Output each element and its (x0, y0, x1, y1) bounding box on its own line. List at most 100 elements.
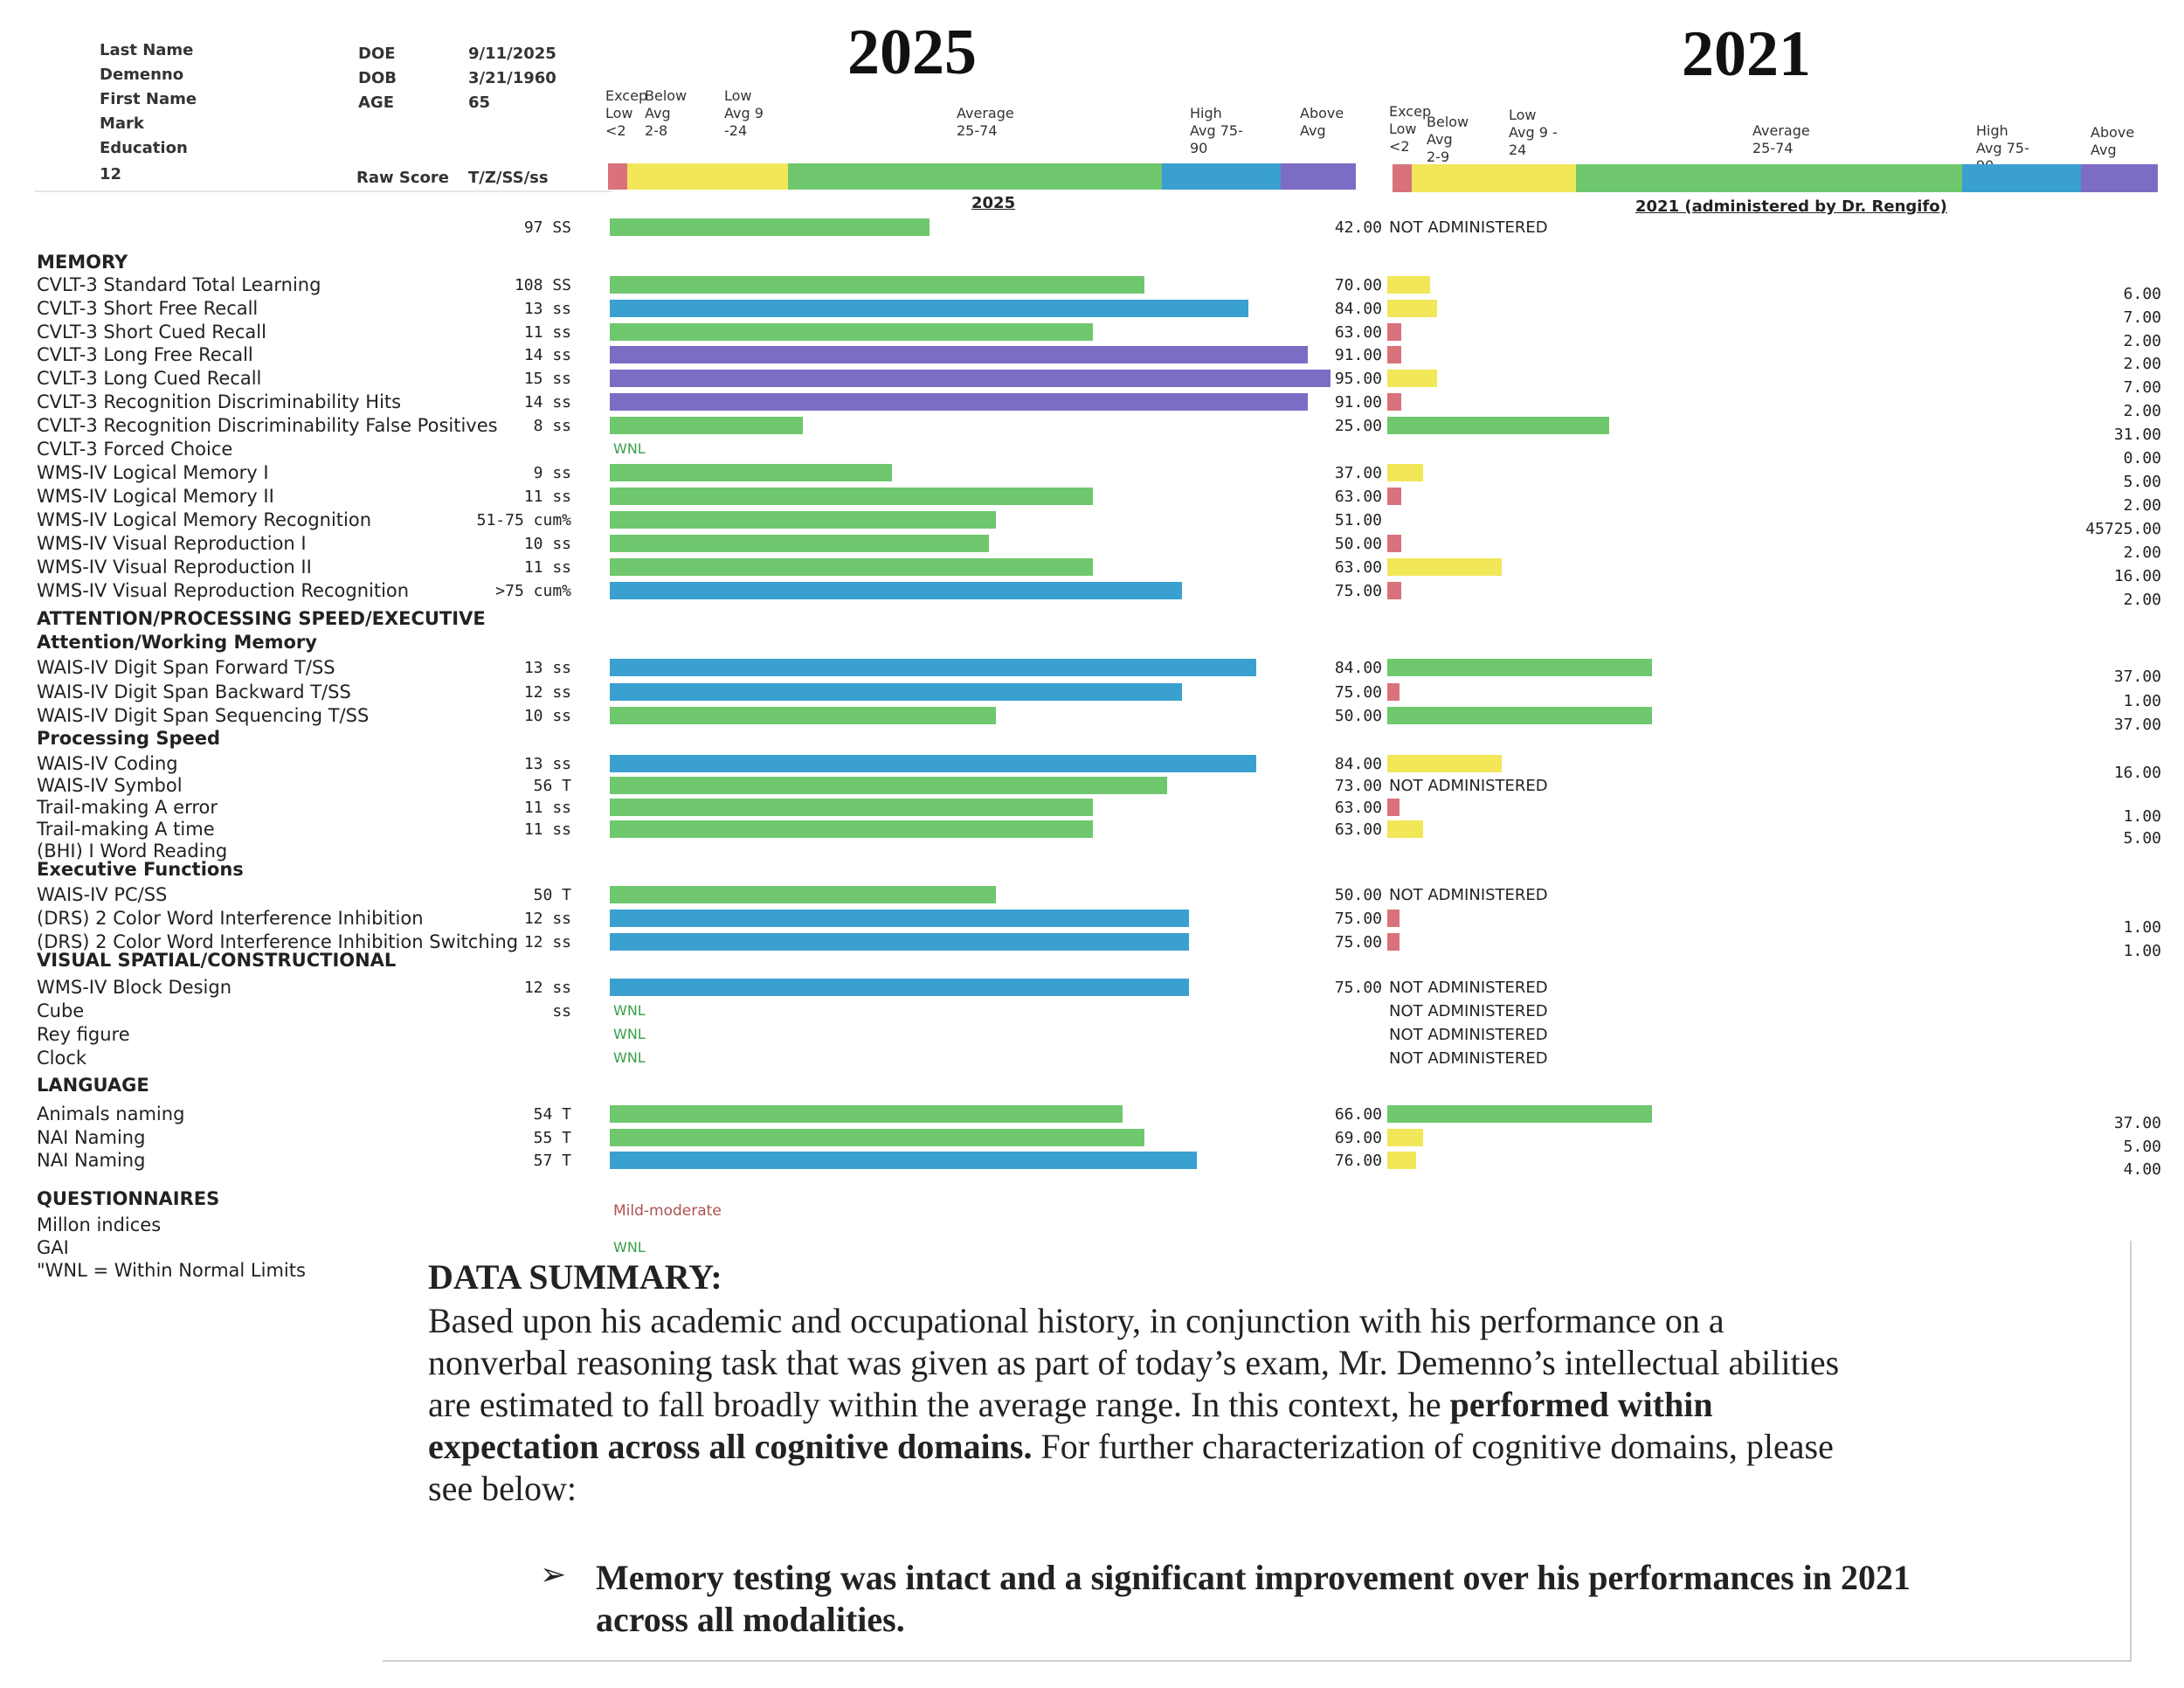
score-2021: 50.00 (1334, 535, 1382, 553)
bar-2025 (610, 777, 1167, 794)
scale-2025-exc-low: Excep Low <2 (605, 87, 648, 139)
percentile-2021: 1.00 (2123, 692, 2161, 710)
summary-paragraph: Based upon his academic and occupational… (428, 1300, 1861, 1510)
scale-2025-below-avg: Below Avg 2-8 (645, 87, 688, 139)
percentile-2021: 2.00 (2123, 332, 2161, 350)
dob-value: 3/21/1960 (468, 69, 556, 87)
dob-label: DOB (358, 69, 397, 87)
percentile-2021: 2.00 (2123, 496, 2161, 515)
bar-2021 (1387, 488, 1401, 505)
bar-2025 (610, 300, 1248, 317)
education-label: Education (100, 139, 188, 157)
scale-2025-seg-high-avg (1162, 163, 1281, 190)
test-label: WAIS-IV Digit Span Sequencing T/SS (37, 705, 370, 726)
bar-2025 (610, 707, 996, 724)
test-label: CVLT-3 Standard Total Learning (37, 274, 321, 295)
last-name-value: Demenno (100, 66, 184, 84)
scale-2021-seg-high-avg (1962, 164, 2081, 192)
section-visual: VISUAL SPATIAL/CONSTRUCTIONAL (37, 950, 397, 971)
bar-2021 (1387, 820, 1423, 838)
summary-text-bold: performed within expectation across all … (428, 1385, 1713, 1466)
bar-2021 (1387, 1152, 1416, 1169)
test-label: WMS-IV Visual Reproduction II (37, 557, 312, 578)
subheading-2021: 2021 (administered by Dr. Rengifo) (1635, 197, 1947, 216)
score-2021: 84.00 (1334, 659, 1382, 677)
test-label: WMS-IV Logical Memory II (37, 486, 274, 507)
summary-text-2: For further characterization of cognitiv… (428, 1427, 1834, 1508)
raw-score: 9 ss (533, 464, 571, 482)
doe-value: 9/11/2025 (468, 45, 556, 63)
raw-score: 57 T (533, 1152, 571, 1170)
raw-score: 12 ss (523, 933, 571, 951)
score-2021: 63.00 (1334, 488, 1382, 506)
percentile-2021: 45725.00 (2085, 520, 2161, 538)
test-label: (DRS) 2 Color Word Interference Inhibiti… (37, 931, 519, 952)
test-label: (DRS) 2 Color Word Interference Inhibiti… (37, 908, 424, 929)
score-2021: 63.00 (1334, 820, 1382, 839)
bar-2025 (610, 1129, 1144, 1146)
test-label: CVLT-3 Long Free Recall (37, 344, 253, 365)
percentile-2021: 0.00 (2123, 449, 2161, 467)
test-label: WAIS-IV Coding (37, 753, 178, 774)
wnl-2025: WNL (613, 1002, 646, 1019)
score-2021: 63.00 (1334, 558, 1382, 577)
raw-score: 14 ss (523, 346, 571, 364)
score-2021: 73.00 (1334, 777, 1382, 795)
score-2021: 84.00 (1334, 300, 1382, 318)
test-label: WAIS-IV Digit Span Backward T/SS (37, 681, 351, 702)
score-2021: 37.00 (1334, 464, 1382, 482)
score-2021: 91.00 (1334, 346, 1382, 364)
test-label: CVLT-3 Long Cued Recall (37, 368, 262, 389)
bar-2025 (610, 488, 1093, 505)
not-administered-2021: NOT ADMINISTERED (1389, 218, 1548, 237)
scale-2021-seg-average (1576, 164, 1962, 192)
raw-score-label: Raw Score (356, 169, 449, 187)
scale-2025-high-avg: High Avg 75-90 (1190, 105, 1243, 156)
raw-score: 10 ss (523, 707, 571, 725)
bullet-arrow-icon: ➢ (540, 1557, 567, 1593)
bar-2021 (1387, 393, 1401, 411)
bar-2025 (610, 659, 1256, 676)
percentile-2021: 2.00 (2123, 591, 2161, 609)
percentile-2021: 37.00 (2113, 716, 2161, 734)
age-value: 65 (468, 93, 491, 112)
section-memory: MEMORY (37, 252, 128, 273)
raw-score: 11 ss (523, 558, 571, 577)
test-label: NAI Naming (37, 1150, 146, 1171)
wnl-2025: WNL (613, 1049, 646, 1066)
score-2021: 51.00 (1334, 511, 1382, 529)
test-label: Millon indices (37, 1214, 162, 1235)
percentile-2021: 4.00 (2123, 1160, 2161, 1179)
wnl-2025: WNL (613, 1026, 646, 1042)
score-2021: 76.00 (1334, 1152, 1382, 1170)
mild-moderate-2025: Mild-moderate (613, 1202, 722, 1220)
test-label: WMS-IV Logical Memory I (37, 462, 269, 483)
bar-2025 (610, 535, 989, 552)
score-2021: 75.00 (1334, 910, 1382, 928)
age-label: AGE (358, 93, 395, 112)
bar-2025 (610, 464, 892, 481)
scale-2021-above-avg: Above Avg (2091, 124, 2135, 158)
scale-2021-exc-low: Excep Low <2 (1389, 103, 1432, 155)
raw-score: 56 T (533, 777, 571, 795)
raw-score: ss (552, 1002, 571, 1020)
scale-2021-seg-above-avg (2081, 164, 2158, 192)
bar-2025 (610, 1152, 1197, 1169)
bar-2025 (610, 276, 1144, 294)
percentile-2021: 31.00 (2113, 425, 2161, 444)
scale-2025-low-avg: Low Avg 9 -24 (724, 87, 764, 139)
scale-2021-low-avg: Low Avg 9 - 24 (1509, 107, 1558, 158)
bar-2021 (1387, 417, 1609, 434)
score-2021: 70.00 (1334, 276, 1382, 294)
bar-2025 (610, 1105, 1123, 1123)
raw-score: 97 SS (523, 218, 571, 237)
raw-score: >75 cum% (495, 582, 571, 600)
raw-score: 50 T (533, 886, 571, 904)
scale-2021-seg-exc-low (1393, 164, 1412, 192)
raw-score: 14 ss (523, 393, 571, 412)
raw-score: 55 T (533, 1129, 571, 1147)
score-2021: 42.00 (1334, 218, 1382, 237)
raw-score: 8 ss (533, 417, 571, 435)
first-name-label: First Name (100, 90, 197, 108)
percentile-2021: 37.00 (2113, 668, 2161, 686)
